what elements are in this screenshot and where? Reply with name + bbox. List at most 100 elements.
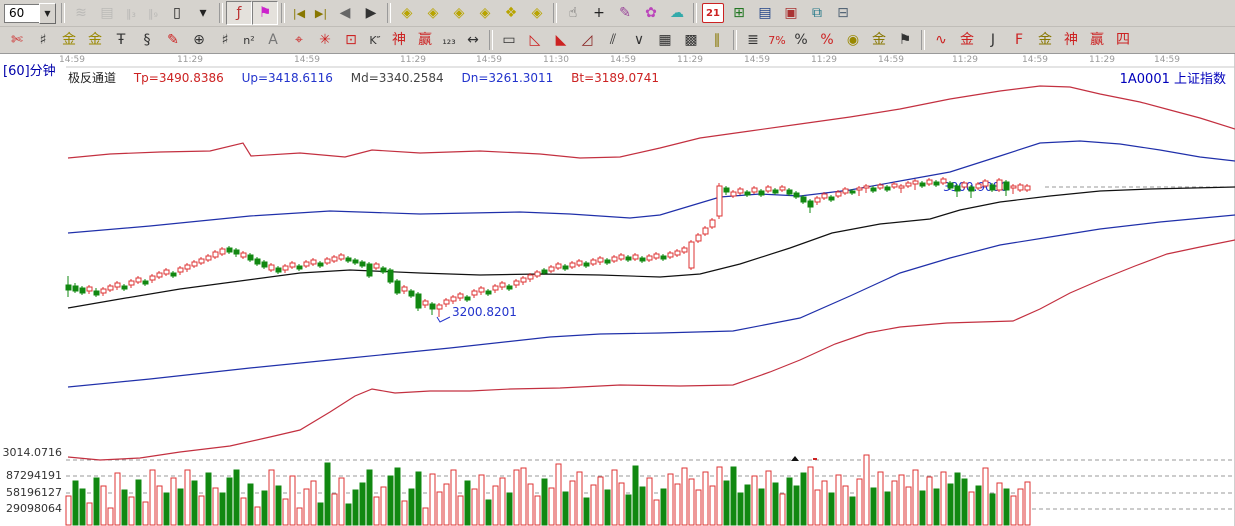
- gold-pan-icon[interactable]: 金: [62, 32, 76, 48]
- volume-bar-up: [331, 493, 338, 526]
- volume-bar-up: [716, 466, 723, 526]
- diamond-star-icon[interactable]: ❖: [504, 5, 518, 21]
- tick-comb-2-icon[interactable]: ♯: [221, 32, 229, 48]
- calendar-icon[interactable]: 21: [702, 3, 724, 23]
- width-measure-icon[interactable]: ↔: [467, 32, 479, 48]
- gold-box-icon[interactable]: 金: [960, 32, 974, 48]
- win-icon[interactable]: 赢: [418, 32, 432, 48]
- volume-bar-up: [1024, 481, 1031, 526]
- info-board-icon[interactable]: ▤: [100, 5, 114, 21]
- calculator-icon[interactable]: ⊞: [733, 5, 745, 21]
- candle-type-icon[interactable]: ▯: [173, 5, 181, 21]
- volume-bar-down: [975, 485, 982, 526]
- transfer-icon[interactable]: ⊟: [837, 5, 849, 21]
- win-line-icon[interactable]: 赢: [1090, 32, 1104, 48]
- cloud-tool-icon[interactable]: ☁: [670, 5, 684, 21]
- wave-overlay-icon[interactable]: ∿: [935, 32, 947, 48]
- volume-bar-up: [534, 495, 541, 526]
- period-dropdown-icon[interactable]: ▼: [39, 2, 56, 24]
- gold-circle-icon[interactable]: ◉: [846, 32, 860, 48]
- notes-icon[interactable]: ▤: [758, 5, 772, 21]
- candle-body-down: [562, 265, 569, 270]
- j-line-icon[interactable]: J: [990, 32, 996, 48]
- red-pen-icon[interactable]: ✎: [167, 32, 179, 48]
- save-icon[interactable]: ▣: [784, 5, 798, 21]
- scroll-left-icon[interactable]: ◀: [339, 5, 351, 21]
- period-select[interactable]: 60 ▼: [4, 2, 56, 24]
- diamond-right-icon[interactable]: ◈: [427, 5, 439, 21]
- hand-drag-icon[interactable]: ☝: [568, 5, 578, 21]
- diamond-left-icon[interactable]: ◈: [401, 5, 413, 21]
- volume-bar-up: [835, 474, 842, 526]
- compass-icon[interactable]: ⊕: [193, 32, 205, 48]
- volume-flag-icon[interactable]: ⚑: [252, 1, 278, 25]
- scale-list-icon[interactable]: ≣: [747, 32, 759, 48]
- scroll-right-icon[interactable]: ▶: [365, 5, 377, 21]
- volume-bar-down: [191, 480, 198, 526]
- grid-dense-icon[interactable]: ▩: [684, 32, 698, 48]
- candle-body-down: [408, 290, 415, 297]
- diamond-hexpand-icon[interactable]: ◈: [453, 5, 465, 21]
- grid-icon[interactable]: ▦: [658, 32, 672, 48]
- a-ruler-icon[interactable]: A: [268, 32, 278, 48]
- f-ruler-icon[interactable]: Ŧ: [116, 32, 126, 48]
- gold-line-icon[interactable]: 金: [1038, 32, 1052, 48]
- last-screen-icon[interactable]: ▶|: [314, 6, 328, 20]
- diamond-move-icon[interactable]: ◈: [531, 5, 543, 21]
- square-target-icon[interactable]: ⊡: [345, 32, 357, 48]
- candle-body-up: [520, 277, 527, 283]
- angle-measure-icon[interactable]: ✎: [619, 5, 631, 21]
- flag-brush-icon[interactable]: ⚑: [898, 32, 912, 48]
- gold-lines-icon[interactable]: 金: [872, 32, 886, 48]
- volume-bar-down: [919, 490, 926, 526]
- volume-bar-up: [842, 485, 849, 526]
- volume-bar-up: [429, 473, 436, 526]
- send-icon[interactable]: ⧉: [812, 5, 822, 21]
- fan-box-icon[interactable]: ◣: [555, 32, 567, 48]
- volume-bar-down: [541, 478, 548, 526]
- volume-bar-down: [723, 480, 730, 526]
- toolbar-drawing: ✄ ♯ 金金 Ŧ § ✎ ⊕ ♯ n² A ⌖ ✳ ⊡ K″ 神赢 ₁₂₃ ↔ ▭ ◺ ◣ ◿ ⫽ ∨ ▦ ▩ ∥ ≣ 7%%% ◉ 金 ⚑…: [0, 27, 1235, 54]
- pen-knife-icon[interactable]: ✄: [11, 32, 23, 48]
- volume-bar-up: [877, 471, 884, 526]
- volume-bar-down: [219, 492, 226, 526]
- mark-tool-icon[interactable]: ✿: [645, 5, 657, 21]
- percent-ruler-icon[interactable]: 7%: [768, 33, 786, 47]
- overlay-chart-icon[interactable]: ≋: [75, 5, 87, 21]
- percent-line-icon[interactable]: %: [820, 32, 834, 48]
- candle-body-up: [1024, 185, 1031, 191]
- trend-lines-icon[interactable]: ⫽: [609, 32, 617, 48]
- parallel-icon[interactable]: ∥: [713, 32, 721, 48]
- v-lines-icon[interactable]: ∨: [633, 32, 645, 48]
- chart-canvas[interactable]: 3300.90803200.82013014.07168729419158196…: [0, 54, 1235, 526]
- starburst-icon[interactable]: ✳: [319, 32, 331, 48]
- candle-body-down: [65, 284, 72, 291]
- coil-icon[interactable]: §: [143, 32, 151, 48]
- tick-comb-icon[interactable]: ♯: [39, 32, 47, 48]
- four-line-icon[interactable]: 四: [1116, 32, 1130, 48]
- diamond-hshrink-icon[interactable]: ◈: [479, 5, 491, 21]
- crosshair-icon[interactable]: +: [593, 5, 605, 21]
- small-bars-9-icon[interactable]: ‖₉: [148, 6, 158, 20]
- shen-line-icon[interactable]: 神: [1064, 32, 1078, 48]
- rect-tool-icon[interactable]: ▭: [502, 32, 516, 48]
- gold-pan-2-icon[interactable]: 金: [88, 32, 102, 48]
- target-circle-icon[interactable]: ⌖: [295, 32, 303, 48]
- toolbar-separator: [489, 30, 493, 50]
- fan-lines-icon[interactable]: ◺: [529, 32, 541, 48]
- f-line-icon[interactable]: F: [1014, 32, 1024, 48]
- percent-icon[interactable]: %: [794, 32, 808, 48]
- k-mark-icon[interactable]: K″: [369, 33, 381, 47]
- first-screen-icon[interactable]: |◀: [292, 6, 306, 20]
- volume-bar-down: [961, 478, 968, 526]
- candle-body-down: [415, 293, 422, 309]
- period-value[interactable]: 60: [4, 3, 39, 23]
- small-bars-3-icon[interactable]: ‖₃: [126, 6, 136, 20]
- ruler-123-icon[interactable]: ₁₂₃: [442, 33, 456, 47]
- fan-dark-icon[interactable]: ◿: [581, 32, 593, 48]
- time-axis-label: 14:59: [1022, 55, 1048, 65]
- formula-editor-icon[interactable]: ƒ: [226, 1, 252, 25]
- candle-type-arrow-icon[interactable]: ▾: [199, 5, 207, 21]
- shen-icon[interactable]: 神: [392, 32, 406, 48]
- n-squared-icon[interactable]: n²: [243, 33, 255, 47]
